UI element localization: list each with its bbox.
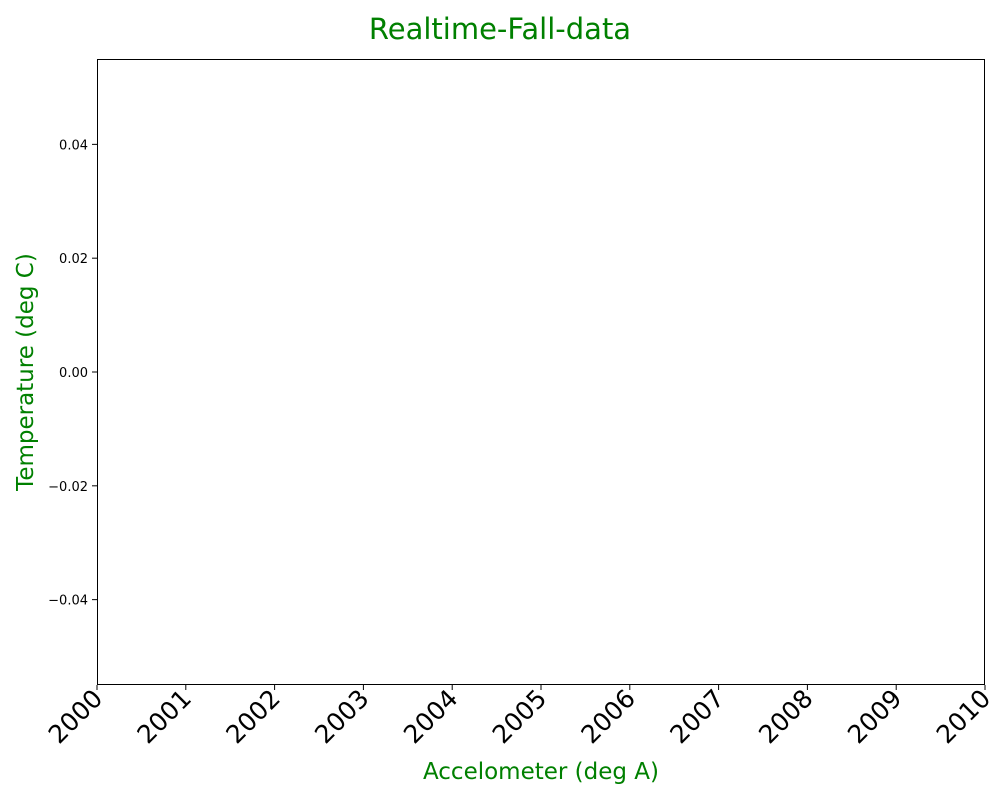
x-tick-label: 2001 <box>132 684 197 749</box>
x-tick-label: 2002 <box>220 684 285 749</box>
x-tick-label: 2005 <box>487 684 552 749</box>
x-tick-label: 2010 <box>931 684 996 749</box>
y-tick-label: −0.04 <box>48 594 88 609</box>
y-tick-label: −0.02 <box>48 480 88 495</box>
x-axis: 2000 2001 2002 2003 2004 2005 2006 2007 2008 2009… <box>43 684 996 749</box>
x-tick-label: 2006 <box>576 684 641 749</box>
x-tick-label: 2003 <box>309 684 374 749</box>
x-tick-label: 2004 <box>398 684 463 749</box>
y-tick-label: 0.00 <box>59 366 88 381</box>
x-tick-label: 2009 <box>842 684 907 749</box>
x-tick-label: 2007 <box>664 684 729 749</box>
y-tick-label: 0.02 <box>59 252 88 267</box>
y-axis: 0.04 0.02 0.00 −0.02 −0.04 <box>48 138 97 609</box>
chart-title: Realtime-Fall-data <box>369 12 631 46</box>
y-tick-label: 0.04 <box>59 138 88 153</box>
plot-area <box>97 59 985 685</box>
x-axis-label: Accelometer (deg A) <box>423 759 659 785</box>
x-tick-label: 2008 <box>753 684 818 749</box>
y-axis-label: Temperature (deg C) <box>13 253 39 492</box>
x-tick-label: 2000 <box>43 684 108 749</box>
